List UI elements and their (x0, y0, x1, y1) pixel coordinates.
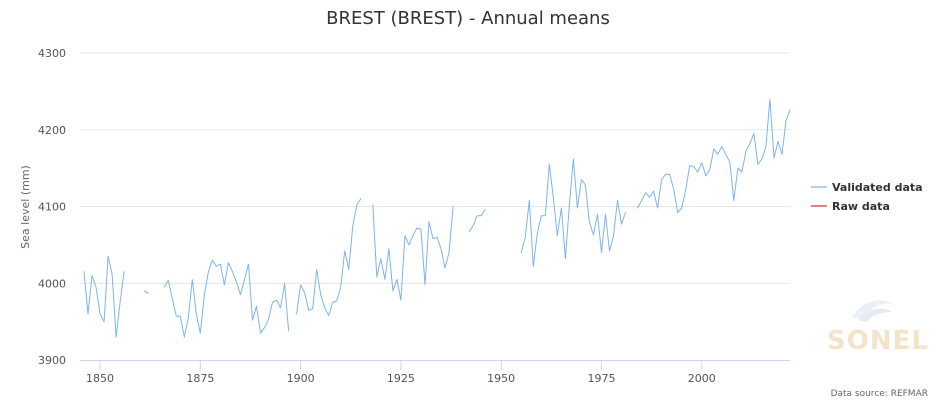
series-0-segment-0 (83, 255, 125, 338)
series-0-segment-3 (296, 198, 362, 316)
y-tick-label: 4000 (38, 277, 66, 290)
x-tick-label: 1925 (387, 372, 415, 385)
x-tick-label: 1900 (287, 372, 315, 385)
x-tick-label: 1850 (86, 372, 114, 385)
y-tick-label: 4300 (38, 47, 66, 60)
series-0-segment-1 (143, 290, 149, 294)
axes: 3900 4000 4100 4200 4300 1850 1875 1900 1925 1950… (38, 47, 790, 385)
x-tick-label: 1975 (587, 372, 615, 385)
x-tick-label: 2000 (688, 372, 716, 385)
chart-title: BREST (BREST) - Annual means (326, 8, 610, 29)
legend-item-label[interactable]: Validated data (832, 181, 923, 194)
series-0-segment-6 (520, 158, 626, 267)
legend: Validated data Raw data (811, 181, 923, 213)
series-0-segment-7 (637, 98, 791, 214)
watermark-wave-icon (852, 300, 893, 318)
watermark-wave2-icon (858, 308, 892, 322)
series-0-segment-2 (163, 259, 290, 338)
series-0-segment-5 (468, 209, 486, 233)
gridlines (80, 52, 790, 284)
y-axis-label: Sea level (mm) (19, 165, 32, 249)
watermark-text: SONEL (827, 326, 929, 356)
x-tick-label: 1950 (487, 372, 515, 385)
y-tick-label: 3900 (38, 354, 66, 367)
sonel-watermark: SONEL (827, 300, 929, 356)
y-tick-label: 4200 (38, 124, 66, 137)
legend-item-label[interactable]: Raw data (832, 200, 890, 213)
y-tick-label: 4100 (38, 201, 66, 214)
x-tick-label: 1875 (186, 372, 214, 385)
credits-text: Data source: REFMAR (831, 389, 928, 399)
series-lines (83, 98, 791, 338)
series-0-segment-4 (372, 204, 454, 301)
